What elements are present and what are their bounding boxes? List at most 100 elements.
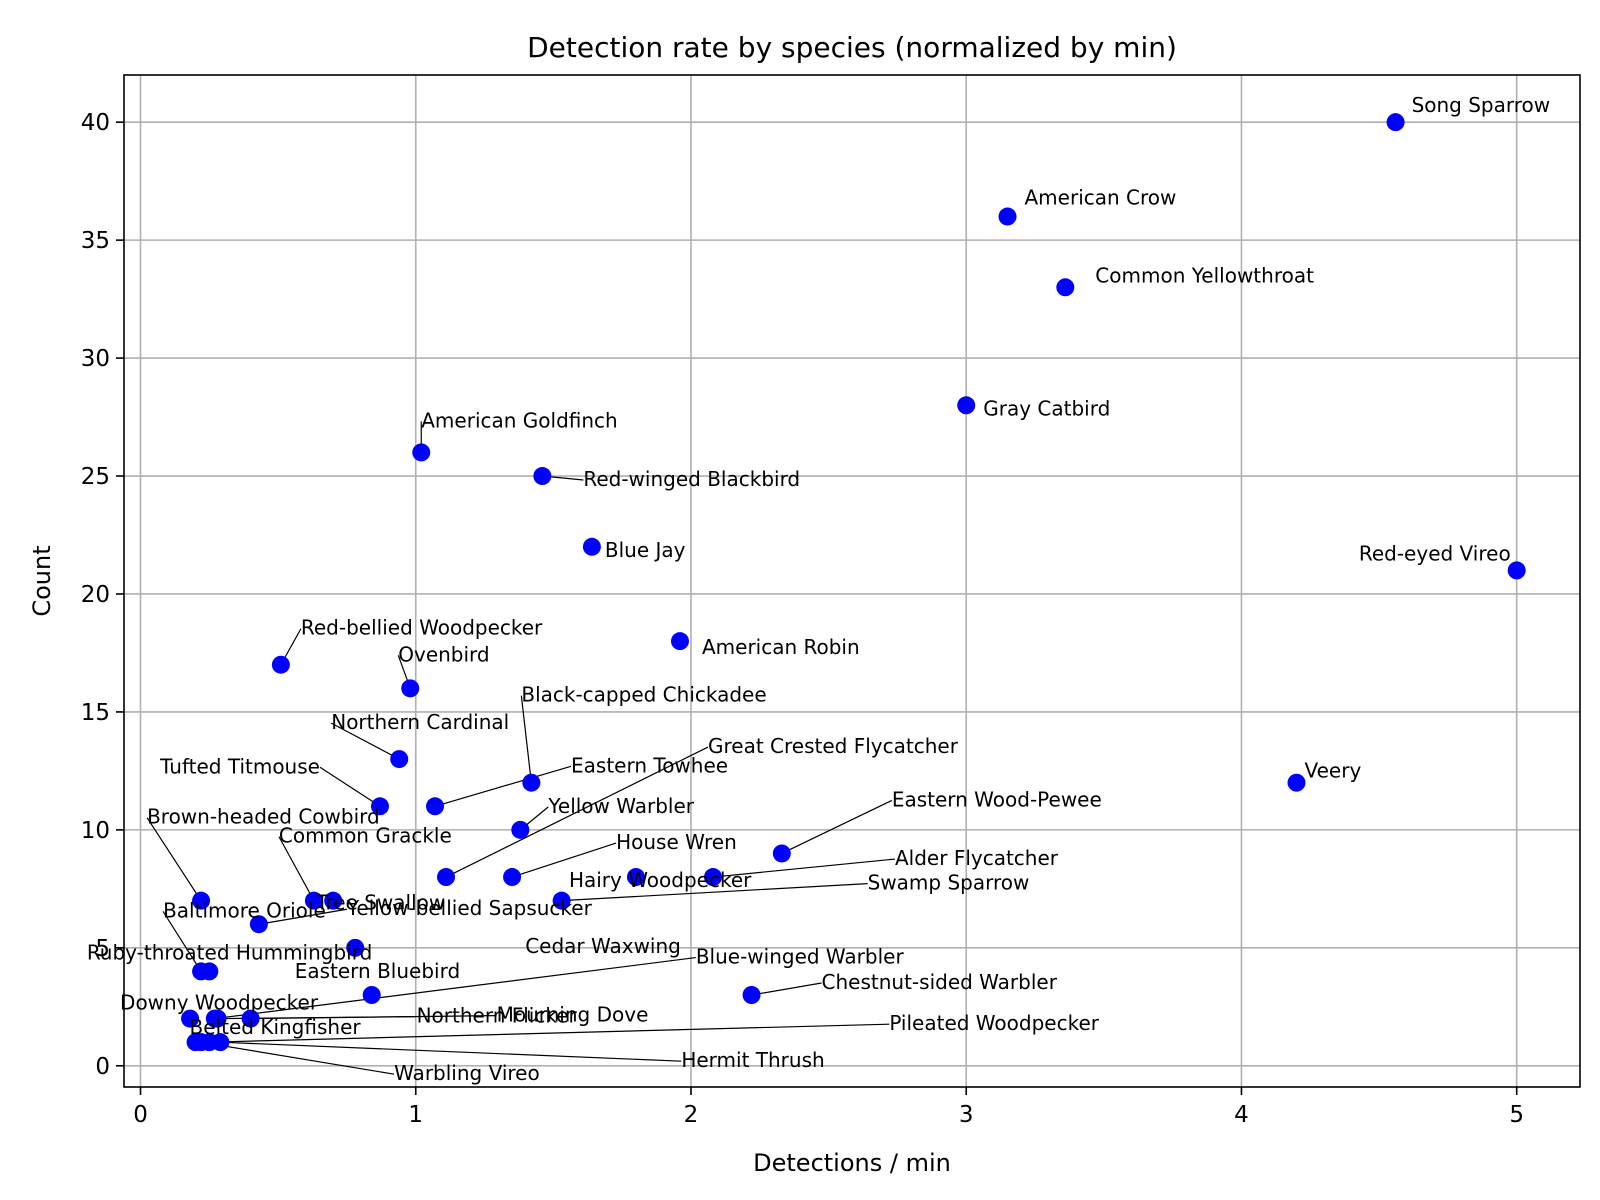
chart-title: Detection rate by species (normalized by… bbox=[527, 31, 1177, 64]
leader-line bbox=[445, 746, 709, 878]
point-label: Red-eyed Vireo bbox=[1359, 541, 1511, 565]
y-axis-label: Count bbox=[28, 545, 56, 616]
y-tick-label: 5 bbox=[95, 936, 110, 962]
data-point bbox=[503, 868, 522, 887]
data-point bbox=[511, 820, 530, 839]
data-point bbox=[362, 986, 381, 1004]
point-label: Black-capped Chickadee bbox=[521, 683, 766, 707]
data-point bbox=[200, 962, 219, 981]
point-label: Cedar Waxwing bbox=[525, 934, 681, 958]
point-label: Tree Swallow bbox=[315, 891, 445, 915]
data-point bbox=[552, 891, 571, 910]
point-label: Downy Woodpecker bbox=[120, 991, 319, 1015]
data-point bbox=[249, 915, 268, 934]
data-point bbox=[192, 891, 211, 910]
leader-line bbox=[781, 799, 893, 855]
leader-line bbox=[162, 911, 202, 972]
leader-line bbox=[214, 956, 696, 1020]
point-label: Song Sparrow bbox=[1412, 93, 1551, 117]
data-point bbox=[192, 1033, 211, 1052]
point-label: Chestnut-sided Warbler bbox=[822, 970, 1058, 994]
point-label: Veery bbox=[1305, 759, 1362, 783]
point-label: Brown-headed Cowbird bbox=[147, 805, 380, 829]
leader-line bbox=[200, 1041, 395, 1075]
leader-layer bbox=[146, 421, 896, 1075]
point-label: Gray Catbird bbox=[983, 396, 1110, 420]
data-point bbox=[304, 891, 323, 910]
point-label: American Goldfinch bbox=[421, 408, 617, 432]
point-label: Alder Flycatcher bbox=[895, 846, 1059, 870]
point-label: Pileated Woodpecker bbox=[889, 1011, 1099, 1035]
y-tick-label: 10 bbox=[81, 818, 110, 844]
tick-layer: 0 1 2 3 4 5 0 5 10 15 20 25 30 35 40 bbox=[81, 110, 1524, 1128]
data-point bbox=[582, 537, 601, 556]
point-label: Baltimore Oriole bbox=[163, 898, 326, 922]
y-tick-label: 40 bbox=[81, 110, 110, 136]
x-tick-label: 1 bbox=[408, 1102, 423, 1128]
point-label: Blue-winged Warbler bbox=[696, 945, 905, 969]
point-label: American Crow bbox=[1025, 186, 1177, 210]
point-label: Yellow-bellied Sapsucker bbox=[346, 896, 593, 920]
point-label: House Wren bbox=[616, 830, 737, 854]
x-tick-label: 0 bbox=[133, 1102, 148, 1128]
point-label: Ovenbird bbox=[398, 642, 489, 666]
x-tick-label: 2 bbox=[684, 1102, 699, 1128]
data-point bbox=[241, 1009, 260, 1028]
y-tick-label: 35 bbox=[81, 228, 110, 254]
point-label: Swamp Sparrow bbox=[868, 871, 1030, 895]
data-point bbox=[208, 1009, 227, 1028]
point-label: Yellow Warbler bbox=[547, 794, 694, 818]
point-label: Mourning Dove bbox=[497, 1003, 649, 1027]
point-label: Red-bellied Woodpecker bbox=[301, 616, 543, 640]
data-point bbox=[346, 938, 365, 957]
data-point bbox=[324, 891, 343, 910]
data-point bbox=[957, 396, 976, 415]
point-label: Ruby-throated Hummingbird bbox=[87, 940, 373, 964]
leader-line bbox=[561, 883, 868, 902]
y-tick-label: 0 bbox=[95, 1054, 110, 1080]
leader-line bbox=[511, 842, 617, 878]
point-label: Eastern Wood-Pewee bbox=[892, 787, 1102, 811]
y-tick-label: 15 bbox=[81, 700, 110, 726]
leader-line bbox=[146, 817, 202, 901]
leader-line bbox=[250, 1014, 497, 1020]
point-label: Great Crested Flycatcher bbox=[708, 734, 959, 758]
leader-line bbox=[278, 836, 315, 901]
y-tick-label: 25 bbox=[81, 464, 110, 490]
data-point bbox=[271, 655, 290, 674]
leader-line bbox=[434, 765, 572, 807]
point-label: Tufted Titmouse bbox=[159, 754, 320, 778]
point-label: Hairy Woodpecker bbox=[569, 868, 752, 892]
y-tick-label: 30 bbox=[81, 346, 110, 372]
leader-line bbox=[209, 1023, 890, 1043]
data-point bbox=[1507, 561, 1526, 580]
data-point bbox=[772, 844, 791, 863]
leader-line bbox=[712, 858, 896, 878]
point-label: Eastern Towhee bbox=[571, 753, 728, 777]
point-label: Belted Kingfisher bbox=[190, 1015, 362, 1039]
point-label: American Robin bbox=[702, 635, 860, 659]
data-point bbox=[522, 773, 541, 792]
leader-line bbox=[520, 695, 532, 783]
data-point bbox=[998, 207, 1017, 226]
data-point bbox=[1386, 113, 1405, 132]
point-label: Red-winged Blackbird bbox=[583, 467, 800, 491]
data-point bbox=[181, 1009, 200, 1028]
data-point bbox=[401, 679, 420, 698]
label-layer: Song Sparrow American Crow Common Yellowth… bbox=[87, 93, 1550, 1085]
leader-line bbox=[751, 982, 822, 996]
y-tick-label: 20 bbox=[81, 582, 110, 608]
data-point bbox=[704, 868, 723, 887]
data-point bbox=[390, 750, 409, 769]
x-tick-label: 4 bbox=[1234, 1102, 1249, 1128]
point-label: Northern Cardinal bbox=[331, 710, 509, 734]
data-point bbox=[670, 632, 689, 651]
data-point bbox=[426, 797, 445, 816]
x-tick-label: 3 bbox=[959, 1102, 974, 1128]
point-label: Blue Jay bbox=[605, 538, 686, 562]
data-point bbox=[1287, 773, 1306, 792]
data-point bbox=[437, 868, 456, 887]
point-label: Eastern Bluebird bbox=[295, 959, 460, 983]
data-point bbox=[211, 1033, 230, 1052]
